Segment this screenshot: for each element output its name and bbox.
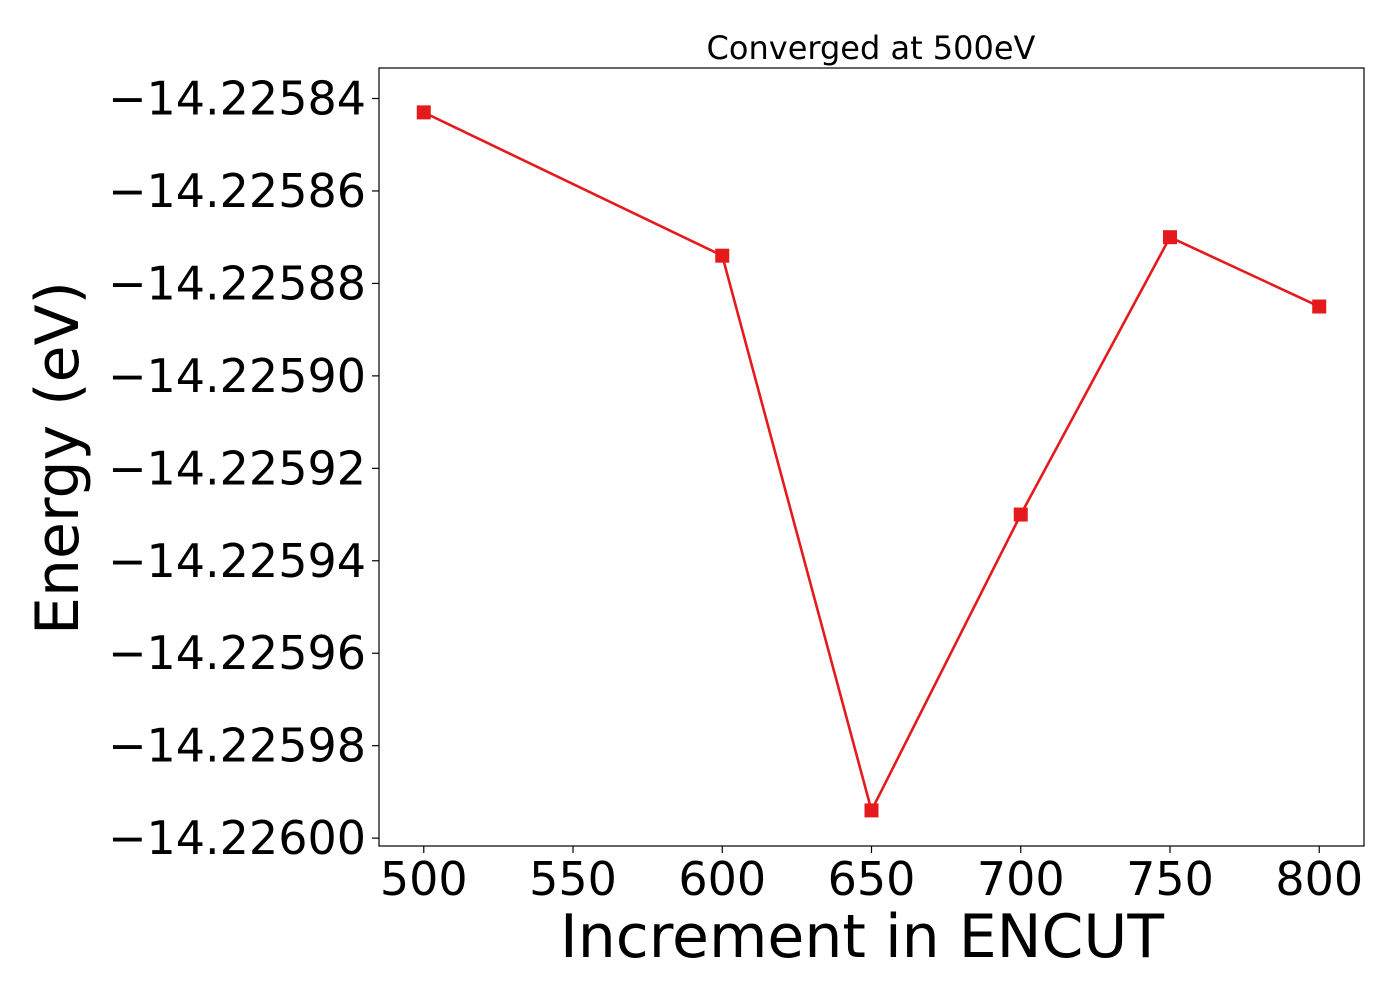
x-tick-label: 550 — [529, 852, 617, 906]
data-point-marker — [416, 105, 431, 120]
x-axis-label: Increment in ENCUT — [560, 902, 1164, 972]
y-axis: −14.22584 −14.22586 −14.22588 −14.22590 −14.… — [108, 72, 379, 865]
y-tick-label: −14.22590 — [108, 349, 366, 403]
x-tick-label: 500 — [380, 852, 468, 906]
data-point-marker — [864, 803, 879, 818]
data-point-marker — [715, 248, 730, 263]
y-tick-label: −14.22588 — [108, 256, 366, 310]
x-axis: 500 550 600 650 700 750 800 — [380, 846, 1363, 906]
series-line — [423, 111, 1320, 812]
y-tick-label: −14.22592 — [108, 441, 366, 495]
chart-title: Converged at 500eV — [707, 29, 1036, 67]
data-point-marker — [1013, 507, 1028, 522]
x-tick-label: 700 — [977, 852, 1065, 906]
y-axis-label: Energy (eV) — [23, 281, 93, 635]
data-point-marker — [1312, 299, 1327, 314]
y-tick-label: −14.22600 — [108, 811, 366, 865]
series-layer — [416, 105, 1327, 818]
y-tick-label: −14.22584 — [108, 72, 366, 126]
y-tick-label: −14.22586 — [108, 164, 366, 218]
x-tick-label: 600 — [678, 852, 766, 906]
y-tick-label: −14.22594 — [108, 534, 366, 588]
y-tick-label: −14.22598 — [108, 719, 366, 773]
x-tick-label: 650 — [828, 852, 916, 906]
plot-frame — [378, 67, 1365, 847]
x-tick-label: 750 — [1126, 852, 1214, 906]
x-tick-label: 800 — [1275, 852, 1363, 906]
y-tick-label: −14.22596 — [108, 626, 366, 680]
data-point-marker — [1162, 230, 1177, 245]
